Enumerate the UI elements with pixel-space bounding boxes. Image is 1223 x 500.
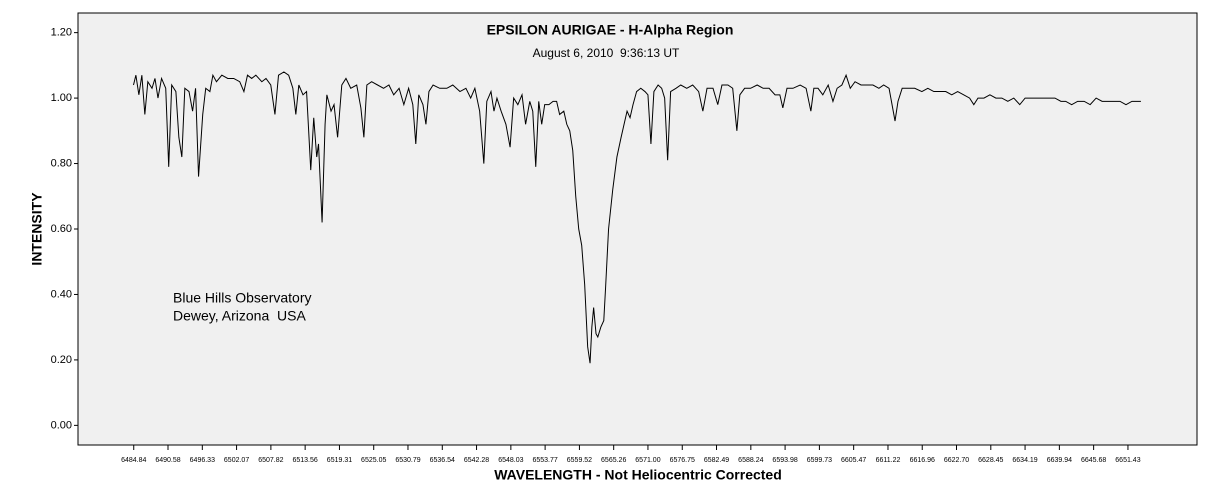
- x-tick-label: 6611.22: [876, 457, 901, 464]
- x-axis-title: WAVELENGTH - Not Heliocentric Corrected: [494, 467, 782, 483]
- x-tick-label: 6484.84: [121, 457, 146, 464]
- x-tick-label: 6605.47: [841, 457, 866, 464]
- annotation: Dewey, Arizona USA: [173, 308, 306, 324]
- x-tick-label: 6599.73: [807, 457, 832, 464]
- x-tick-label: 6576.75: [670, 457, 695, 464]
- x-tick-label: 6639.94: [1047, 457, 1072, 464]
- annotation: Blue Hills Observatory: [173, 290, 312, 306]
- x-tick-label: 6559.52: [567, 457, 592, 464]
- y-tick-label: 1.00: [51, 92, 72, 104]
- x-tick-label: 6628.45: [978, 457, 1003, 464]
- x-tick-label: 6645.68: [1081, 457, 1106, 464]
- y-axis-title: INTENSITY: [29, 192, 45, 266]
- spectrum-line: [133, 71, 1141, 364]
- x-tick-label: 6502.07: [224, 457, 249, 464]
- x-tick-label: 6507.82: [258, 457, 283, 464]
- x-tick-label: 6565.26: [601, 457, 626, 464]
- y-tick-label: 1.20: [51, 27, 72, 39]
- x-tick-label: 6593.98: [772, 457, 797, 464]
- x-tick-label: 6553.77: [532, 457, 557, 464]
- y-tick-label: 0.40: [51, 288, 72, 300]
- x-tick-label: 6536.54: [430, 457, 455, 464]
- x-tick-label: 6542.28: [464, 457, 489, 464]
- x-tick-label: 6571.00: [635, 457, 660, 464]
- x-tick-label: 6548.03: [498, 457, 523, 464]
- x-tick-label: 6525.05: [361, 457, 386, 464]
- x-tick-label: 6496.33: [190, 457, 215, 464]
- plot-area: [77, 12, 1198, 446]
- y-tick-label: 0.20: [51, 354, 72, 366]
- x-tick-label: 6490.58: [155, 457, 180, 464]
- x-tick-label: 6622.70: [944, 457, 969, 464]
- chart-title: EPSILON AURIGAE - H-Alpha Region: [487, 22, 734, 38]
- y-tick-label: 0.80: [51, 157, 72, 169]
- chart-subtitle: August 6, 2010 9:36:13 UT: [533, 46, 680, 60]
- x-tick-label: 6651.43: [1115, 457, 1140, 464]
- x-tick-label: 6530.79: [395, 457, 420, 464]
- y-tick-label: 0.00: [51, 419, 72, 431]
- x-tick-label: 6582.49: [704, 457, 729, 464]
- x-tick-label: 6513.56: [292, 457, 317, 464]
- y-tick-label: 0.60: [51, 223, 72, 235]
- x-tick-label: 6519.31: [327, 457, 352, 464]
- x-tick-label: 6588.24: [738, 457, 763, 464]
- x-tick-label: 6634.19: [1012, 457, 1037, 464]
- x-tick-label: 6616.96: [910, 457, 935, 464]
